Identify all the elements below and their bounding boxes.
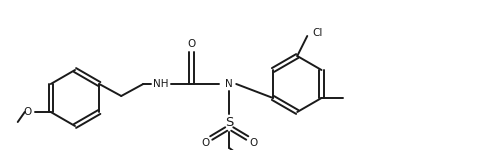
Text: NH: NH (153, 79, 168, 89)
Text: O: O (187, 39, 195, 49)
Text: O: O (201, 138, 209, 148)
Text: Cl: Cl (312, 28, 322, 38)
Text: O: O (249, 138, 257, 148)
Text: S: S (225, 116, 233, 129)
Text: O: O (24, 107, 32, 117)
Text: N: N (225, 79, 233, 89)
